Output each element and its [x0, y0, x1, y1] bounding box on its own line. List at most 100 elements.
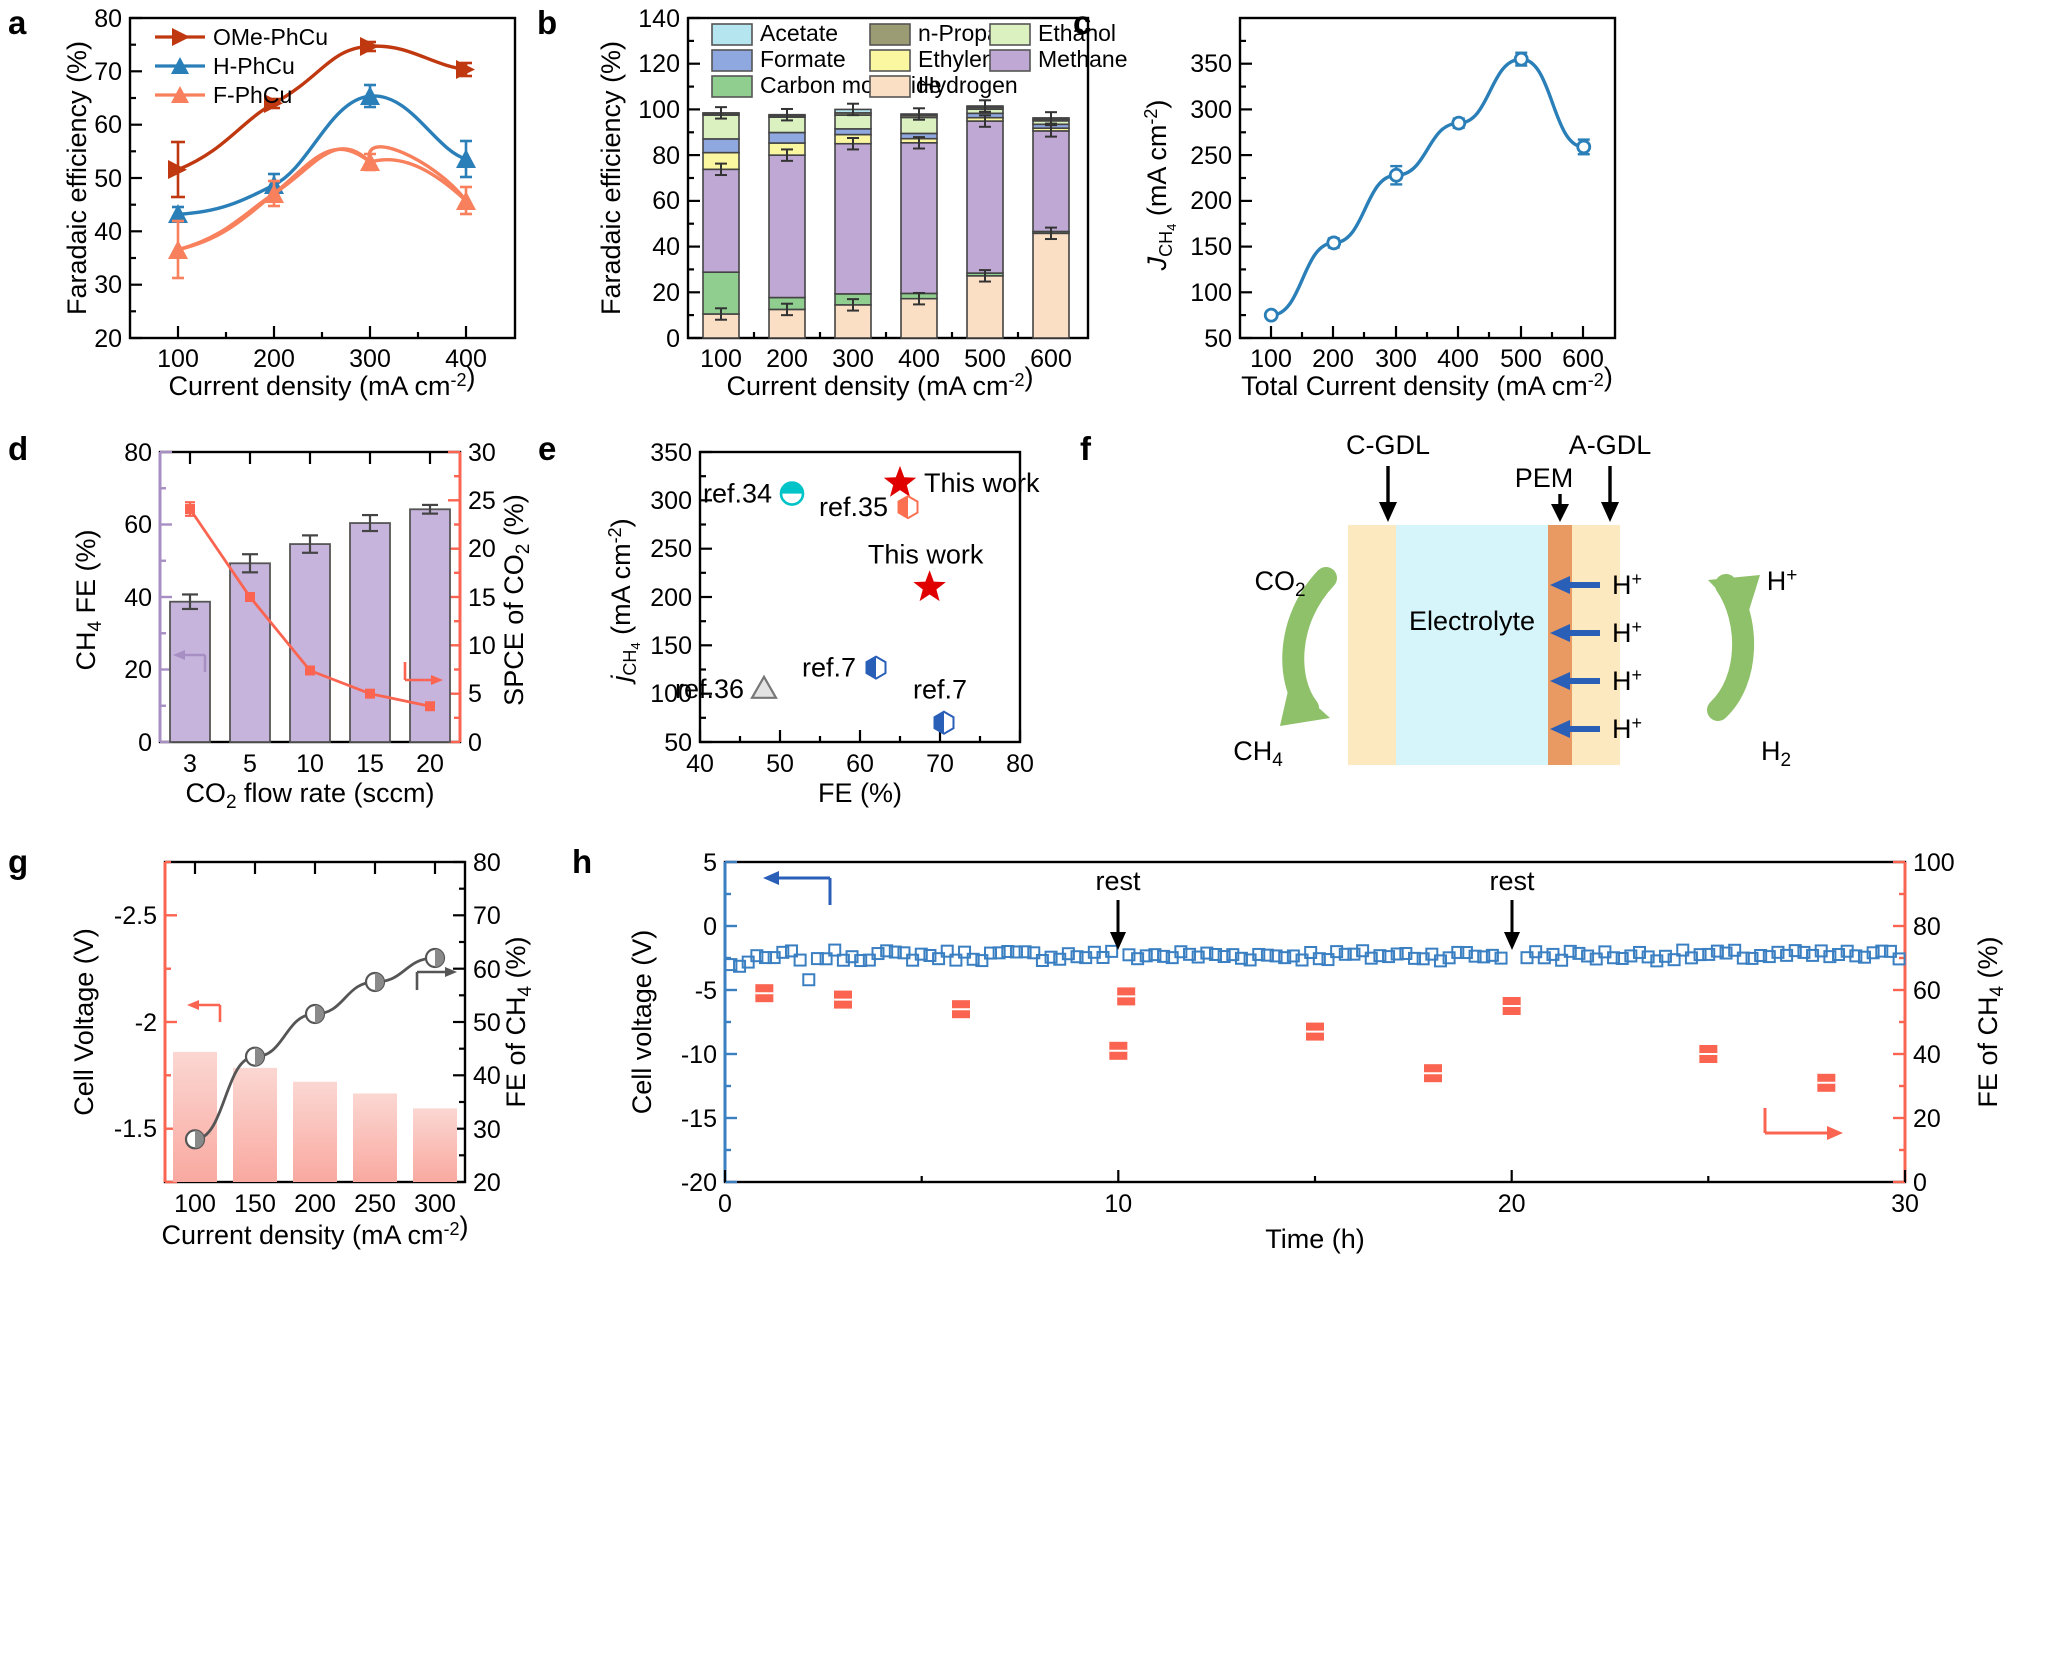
- svg-text:3: 3: [183, 750, 197, 778]
- svg-text:300: 300: [650, 487, 692, 515]
- svg-text:250: 250: [650, 535, 692, 563]
- legend-item-ethylene: Ethylene: [869, 46, 1008, 72]
- legend-item-acetate: Acetate: [711, 20, 838, 46]
- voltage-point: [1330, 945, 1344, 959]
- svg-text:0: 0: [703, 913, 717, 941]
- half-fill: [781, 482, 803, 494]
- panel-label-f: f: [1080, 430, 1091, 467]
- svg-text:80: 80: [1913, 913, 1941, 941]
- svg-text:300: 300: [349, 345, 391, 373]
- voltage-point: [862, 953, 876, 967]
- bar-segment: [966, 120, 1004, 274]
- label-electrolyte: Electrolyte: [1409, 606, 1535, 636]
- bar-segment: [702, 168, 740, 273]
- data-point: [1576, 139, 1592, 155]
- voltage-point: [975, 954, 989, 968]
- point-label: ref.7: [913, 675, 967, 705]
- voltage-point: [940, 944, 954, 958]
- anode-gdl-layer: [1572, 525, 1620, 765]
- voltage-point: [914, 947, 928, 961]
- voltage-point: [1433, 954, 1447, 968]
- bar-segment: [768, 154, 806, 299]
- voltage-point: [1702, 947, 1716, 961]
- voltage-point: [1061, 947, 1075, 961]
- svg-text:30: 30: [468, 439, 496, 467]
- panel-a-xaxis: 100 200 300 400: [157, 326, 487, 373]
- svg-text:60: 60: [1913, 977, 1941, 1005]
- data-point: [305, 665, 315, 676]
- annotation-rest-1: rest: [1095, 866, 1141, 950]
- svg-text:200: 200: [294, 1190, 336, 1218]
- voltage-point: [1208, 947, 1222, 961]
- voltage-point: [897, 946, 911, 960]
- voltage-point: [1295, 953, 1309, 967]
- voltage-point: [1191, 950, 1205, 964]
- voltage-point: [1693, 948, 1707, 962]
- svg-text:300: 300: [414, 1190, 456, 1218]
- bar: [289, 543, 331, 743]
- legend-item-h-phcu: H-PhCu: [155, 53, 295, 79]
- label-c-gdl: C-GDL: [1346, 430, 1430, 460]
- voltage-point: [958, 945, 972, 959]
- panel-g-ylabel-left: Cell Voltage (V): [69, 928, 99, 1116]
- voltage-point: [1615, 951, 1629, 965]
- voltage-point: [1070, 950, 1084, 964]
- legend-label: Formate: [760, 46, 846, 72]
- voltage-point: [888, 945, 902, 959]
- point-label: This work: [868, 539, 984, 569]
- data-point: [1388, 167, 1404, 183]
- voltage-point: [854, 954, 868, 968]
- panel-label-g: g: [8, 843, 29, 880]
- panel-e-xaxis: 40 50 60 70 80: [686, 730, 1034, 778]
- voltage-point: [1633, 945, 1646, 959]
- svg-text:15: 15: [468, 584, 496, 612]
- voltage-point: [932, 952, 946, 966]
- voltage-point: [1494, 951, 1508, 965]
- svg-text:40: 40: [1913, 1041, 1941, 1069]
- svg-text:-1.5: -1.5: [114, 1115, 157, 1143]
- legend-label: Acetate: [760, 20, 838, 46]
- voltage-point: [1754, 948, 1768, 962]
- voltage-point: [1217, 950, 1231, 964]
- data-point: [185, 504, 195, 515]
- voltage-point: [1728, 943, 1742, 957]
- panel-h-xaxis: 0 10 20 30: [718, 1170, 1919, 1218]
- cathode-gdl-layer: [1348, 525, 1396, 765]
- voltage-point: [1131, 952, 1145, 966]
- voltage-point: [880, 944, 894, 958]
- panel-g-right-axis: 20 30 40 50 60 70 80: [453, 849, 501, 1197]
- panel-c-xlabel: Total Current density (mA cm-2): [1241, 362, 1613, 401]
- label-h2: H2: [1761, 736, 1791, 771]
- voltage-point: [1269, 949, 1283, 963]
- voltage-point: [1252, 947, 1266, 961]
- voltage-point: [1312, 952, 1326, 966]
- panel-b-legend: Acetate Formate Carbon monoxide n-Propan…: [711, 20, 1128, 98]
- panel-b-bars: [702, 99, 1070, 339]
- voltage-point: [1338, 947, 1352, 961]
- voltage-point: [1425, 947, 1439, 961]
- star-marker: [883, 465, 917, 497]
- voltage-point: [1719, 946, 1733, 960]
- svg-text:0: 0: [718, 1190, 732, 1218]
- svg-text:400: 400: [898, 345, 940, 373]
- svg-text:40: 40: [94, 218, 122, 246]
- svg-text:40: 40: [686, 750, 714, 778]
- legend-label: H-PhCu: [213, 53, 295, 79]
- svg-text:100: 100: [700, 345, 742, 373]
- svg-text:70: 70: [473, 902, 501, 930]
- legend-item-methane: Methane: [989, 46, 1128, 72]
- svg-text:5: 5: [703, 849, 717, 877]
- panel-h-series: [724, 943, 1906, 1092]
- svg-text:60: 60: [652, 187, 680, 215]
- svg-text:50: 50: [664, 729, 692, 757]
- svg-text:300: 300: [1190, 96, 1232, 124]
- data-point: [365, 688, 375, 699]
- svg-text:40: 40: [652, 233, 680, 261]
- panel-d-ylabel-right: SPCE of CO2 (%): [499, 494, 534, 706]
- point-label: ref.36: [675, 674, 744, 704]
- svg-text:30: 30: [94, 271, 122, 299]
- panel-e-points: ref.34 This work ref.35 This work ref.36 ref.…: [675, 465, 1040, 735]
- voltage-point: [984, 946, 997, 960]
- svg-text:250: 250: [1190, 142, 1232, 170]
- half-fill: [255, 1047, 264, 1066]
